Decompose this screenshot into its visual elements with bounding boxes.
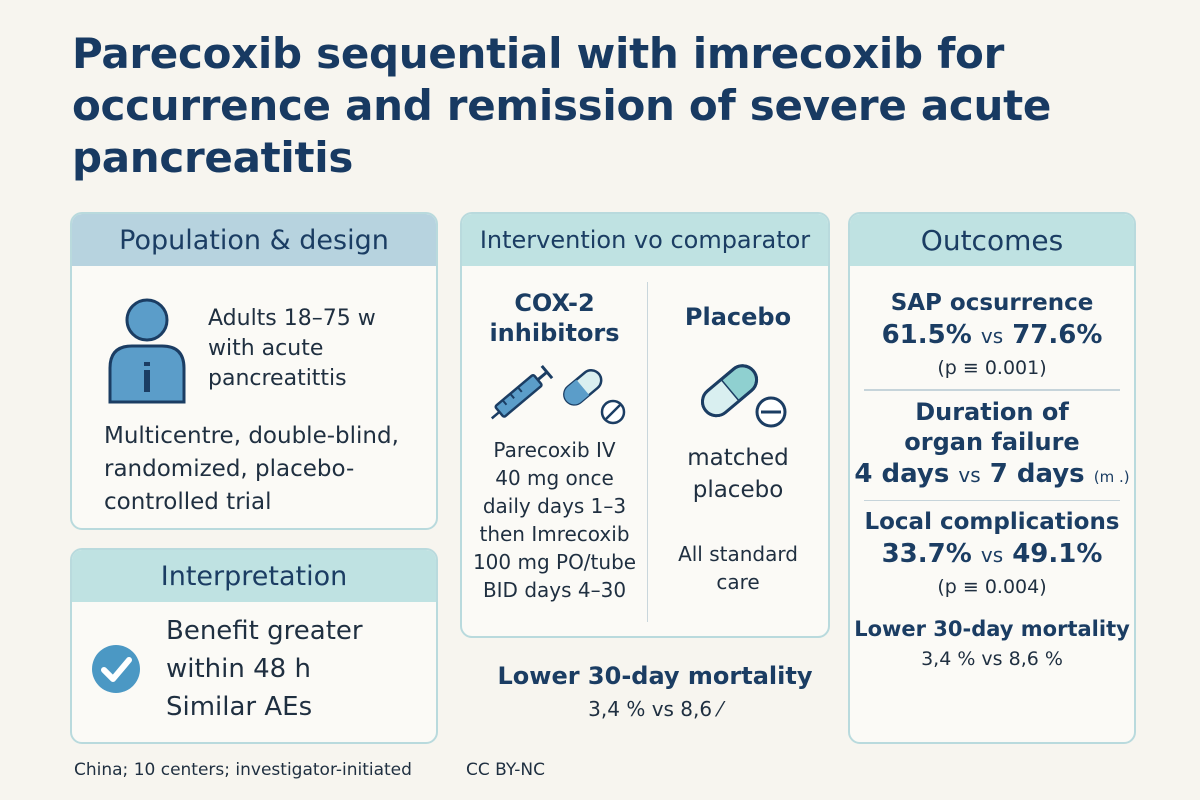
population-patients: Adults 18–75 w with acute pancreatittis: [208, 304, 376, 394]
organ-failure-section: Duration of organ failure 4 days vs 7 da…: [850, 397, 1134, 494]
mortality-title: Lower 30-day mortality: [497, 662, 813, 690]
organ-failure-placebo-value: 7 days: [989, 458, 1085, 489]
population-heading: Population & design: [72, 214, 436, 266]
sap-values: 61.5% vs 77.6%: [850, 318, 1134, 353]
population-row: Adults 18–75 w with acute pancreatittis: [72, 266, 436, 406]
outcomes-heading: Outcomes: [850, 214, 1134, 266]
design-line: Multicentre, double-blind,: [104, 423, 399, 449]
population-design: Multicentre, double-blind, randomized, p…: [72, 406, 436, 519]
syringe-capsule-icon: [490, 365, 625, 425]
interpretation-row: Benefit greater within 48 h Similar AEs: [72, 602, 436, 726]
regimen-line: BID days 4–30: [482, 578, 627, 602]
regimen-line: then Imrecoxib: [479, 522, 630, 546]
organ-failure-label: Duration of organ failure: [850, 397, 1134, 457]
regimen-line: 100 mg PO/tube: [472, 550, 637, 574]
placebo-line: placebo: [692, 477, 784, 503]
patients-line: Adults 18–75 w: [208, 306, 376, 331]
sap-intervention-value: 61.5%: [881, 320, 972, 350]
placebo-column: Placebo matched placebo All standard car…: [648, 282, 828, 622]
cox2-title-line: inhibitors: [489, 319, 620, 347]
check-circle-icon: [92, 645, 140, 693]
standard-care: All standard care: [648, 540, 828, 596]
interpretation-line: Benefit greater: [166, 616, 363, 646]
design-line: controlled trial: [104, 489, 272, 515]
interpretation-card: Interpretation Benefit greater within 48…: [70, 548, 438, 744]
mortality-section: Lower 30-day mortality 3,4 % vs 8,6 %: [850, 602, 1134, 674]
placebo-description: matched placebo: [648, 442, 828, 506]
interpretation-text: Benefit greater within 48 h Similar AEs: [166, 612, 363, 726]
vs-text: vs: [980, 543, 1004, 567]
sap-label: SAP ocsurrence: [890, 290, 1094, 316]
patients-line: with acute: [208, 336, 324, 361]
patients-line: pancreatittis: [208, 366, 347, 391]
organ-failure-label-line: Duration of: [915, 397, 1069, 426]
placebo-line: matched: [687, 445, 789, 471]
intervention-card: Intervention vo comparator COX-2 inhibit…: [460, 212, 830, 638]
design-line: randomized, placebo-: [104, 456, 355, 482]
population-design-card: Population & design Adults 18–75 w with …: [70, 212, 438, 530]
mortality-outcome-label: Lower 30-day mortality: [854, 617, 1130, 641]
syringe-icon: [490, 365, 553, 420]
intervention-columns: COX-2 inhibitors: [462, 266, 828, 636]
interpretation-heading: Interpretation: [72, 550, 436, 602]
care-line: All standard: [678, 542, 798, 566]
regimen-line: Parecoxib IV: [493, 438, 616, 462]
placebo-title: Placebo: [684, 303, 792, 331]
outcomes-card: Outcomes SAP ocsurrence 61.5% vs 77.6% (…: [848, 212, 1136, 744]
cox2-title: COX-2 inhibitors: [462, 282, 647, 348]
organ-failure-intervention-value: 4 days: [854, 458, 950, 489]
cox2-regimen: Parecoxib IV 40 mg once daily days 1–3 t…: [462, 436, 647, 604]
sap-occurrence-section: SAP ocsurrence 61.5% vs 77.6% (p ≡ 0.001…: [850, 266, 1134, 383]
placebo-capsule-icon: [701, 364, 787, 428]
divider: [864, 499, 1120, 501]
organ-failure-values: 4 days vs 7 days (m .): [850, 457, 1134, 494]
organ-failure-label-line: organ failure: [904, 427, 1080, 456]
local-placebo-value: 49.1%: [1012, 539, 1103, 569]
tablet-icon: [600, 399, 625, 425]
local-complications-values: 33.7% vs 49.1%: [850, 537, 1134, 572]
sap-p-value: (p ≡ 0.001): [937, 357, 1047, 379]
mortality-outcome-value: 3,4 % vs 8,6 %: [921, 648, 1063, 670]
intervention-heading: Intervention vo comparator: [462, 214, 828, 266]
local-p-value: (p ≡ 0.004): [937, 576, 1047, 598]
cox2-column: COX-2 inhibitors: [462, 282, 648, 622]
page-title: Parecoxib sequential with imrecoxib for …: [72, 29, 1052, 182]
capsule-icon: [562, 369, 602, 406]
mortality-summary: Lower 30-day mortality 3,4 % vs 8,6 ⁄: [460, 660, 850, 726]
interpretation-line: Similar AEs: [166, 692, 313, 722]
local-complications-section: Local complications 33.7% vs 49.1% (p ≡ …: [850, 507, 1134, 602]
mortality-value: 3,4 % vs 8,6 ⁄: [588, 697, 722, 721]
vs-text: vs: [980, 324, 1004, 348]
vs-text: vs: [958, 462, 981, 487]
footer-setting: China; 10 centers; investigator-initiate…: [74, 760, 412, 780]
regimen-line: 40 mg once: [495, 466, 614, 490]
cox2-title-line: COX-2: [514, 289, 595, 317]
care-line: care: [716, 570, 760, 594]
organ-failure-unit: (m .): [1093, 467, 1130, 486]
local-intervention-value: 33.7%: [881, 539, 972, 569]
interpretation-line: within 48 h: [166, 654, 311, 684]
regimen-line: daily days 1–3: [482, 494, 627, 518]
local-complications-label: Local complications: [864, 509, 1120, 535]
person-info-icon: [108, 298, 186, 404]
divider: [864, 389, 1120, 391]
footer-license: CC BY-NC: [466, 760, 545, 780]
sap-placebo-value: 77.6%: [1012, 320, 1103, 350]
